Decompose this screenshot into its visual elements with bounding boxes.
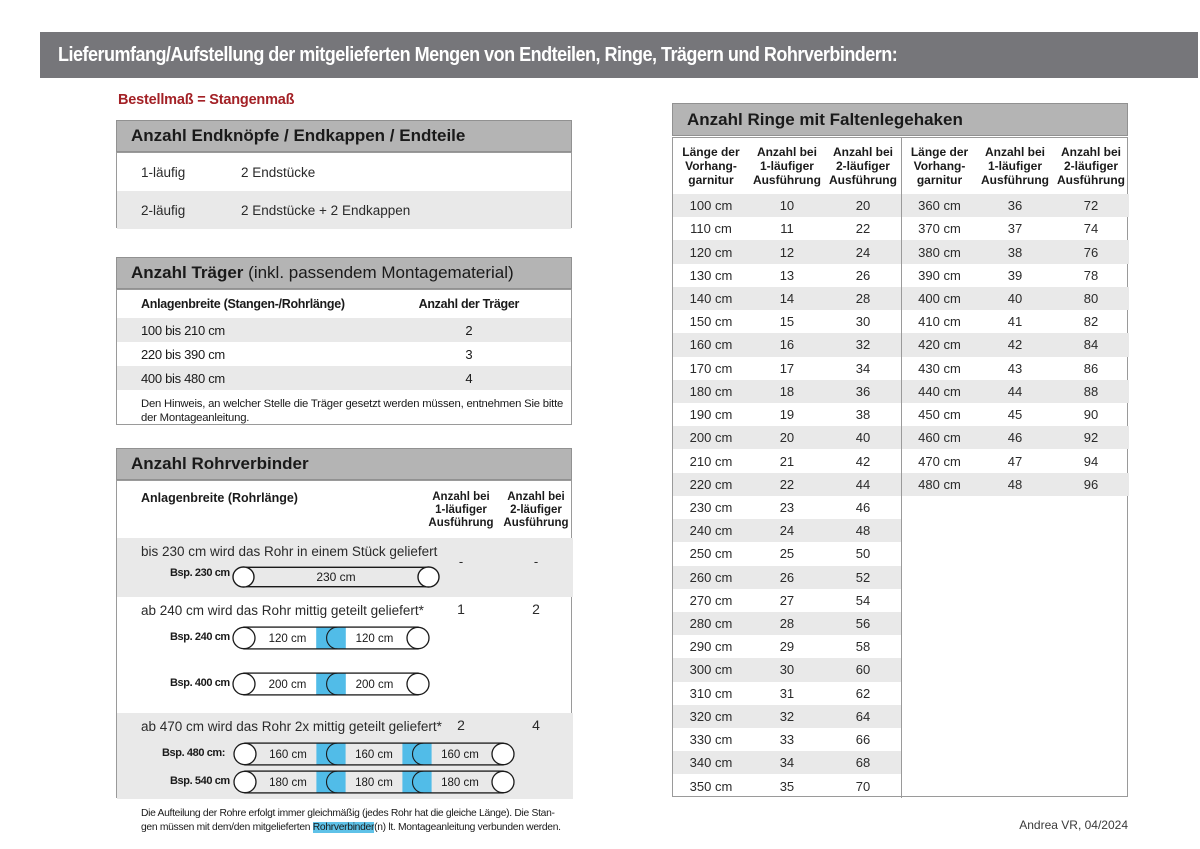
svg-text:120 cm: 120 cm [269, 633, 307, 645]
svg-text:200 cm: 200 cm [269, 679, 307, 691]
svg-text:180 cm: 180 cm [269, 777, 307, 789]
svg-text:230 cm: 230 cm [316, 570, 355, 584]
svg-text:120 cm: 120 cm [356, 633, 394, 645]
svg-text:160 cm: 160 cm [441, 749, 479, 761]
svg-text:160 cm: 160 cm [355, 749, 393, 761]
svg-text:180 cm: 180 cm [441, 777, 479, 789]
svg-text:200 cm: 200 cm [356, 679, 394, 691]
svg-text:160 cm: 160 cm [269, 749, 307, 761]
svg-text:180 cm: 180 cm [355, 777, 393, 789]
